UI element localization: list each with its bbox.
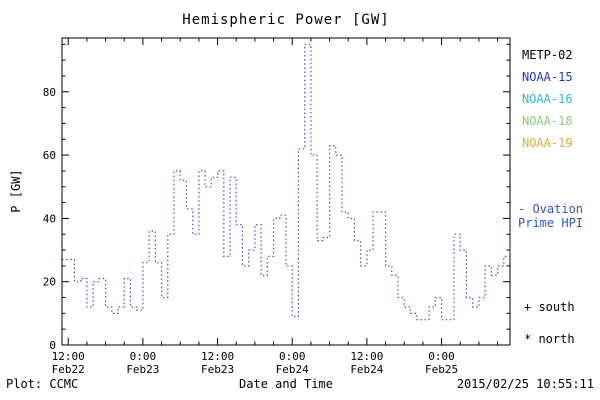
x-tick-date-label: Feb23 [201,363,234,376]
x-tick-date-label: Feb24 [276,363,309,376]
legend-item-noaa-15: NOAA-15 [522,70,573,84]
chart-title: Hemispheric Power [GW] [182,12,390,28]
y-tick-label: 0 [49,339,56,352]
y-axis-label: P [GW] [9,169,23,213]
x-tick-date-label: Feb25 [425,363,458,376]
line-label-line2: Prime HPI [518,216,584,230]
plot-credit: Plot: CCMC [6,377,79,391]
legend-item-metp-02: METP-02 [522,48,573,62]
plot-frame [61,37,511,346]
x-axis-label: Date and Time [239,377,333,391]
y-tick-label: 20 [43,276,56,289]
x-tick-date-label: Feb22 [52,363,85,376]
y-tick-label: 80 [43,86,56,99]
y-tick-label: 60 [43,149,56,162]
legend-item-noaa-16: NOAA-16 [522,92,573,106]
x-tick-time-label: 0:00 [428,350,455,363]
y-tick-label: 40 [43,212,56,225]
line-label-line1: - Ovation [518,202,584,216]
marker-legend-south: + south [524,300,575,314]
x-tick-date-label: Feb24 [350,363,383,376]
x-tick-time-label: 0:00 [279,350,306,363]
x-tick-time-label: 0:00 [130,350,157,363]
x-tick-time-label: 12:00 [201,350,234,363]
line-label-ovation-prime-hpi: - Ovation Prime HPI [518,202,583,230]
x-tick-time-label: 12:00 [52,350,85,363]
x-tick-time-label: 12:00 [350,350,383,363]
plot-timestamp: 2015/02/25 10:55:11 [456,377,594,391]
hpi-series-line [62,43,511,321]
marker-legend-north: * north [524,332,575,346]
legend-item-noaa-18: NOAA-18 [522,114,573,128]
x-tick-date-label: Feb23 [126,363,159,376]
legend-item-noaa-19: NOAA-19 [522,136,573,150]
